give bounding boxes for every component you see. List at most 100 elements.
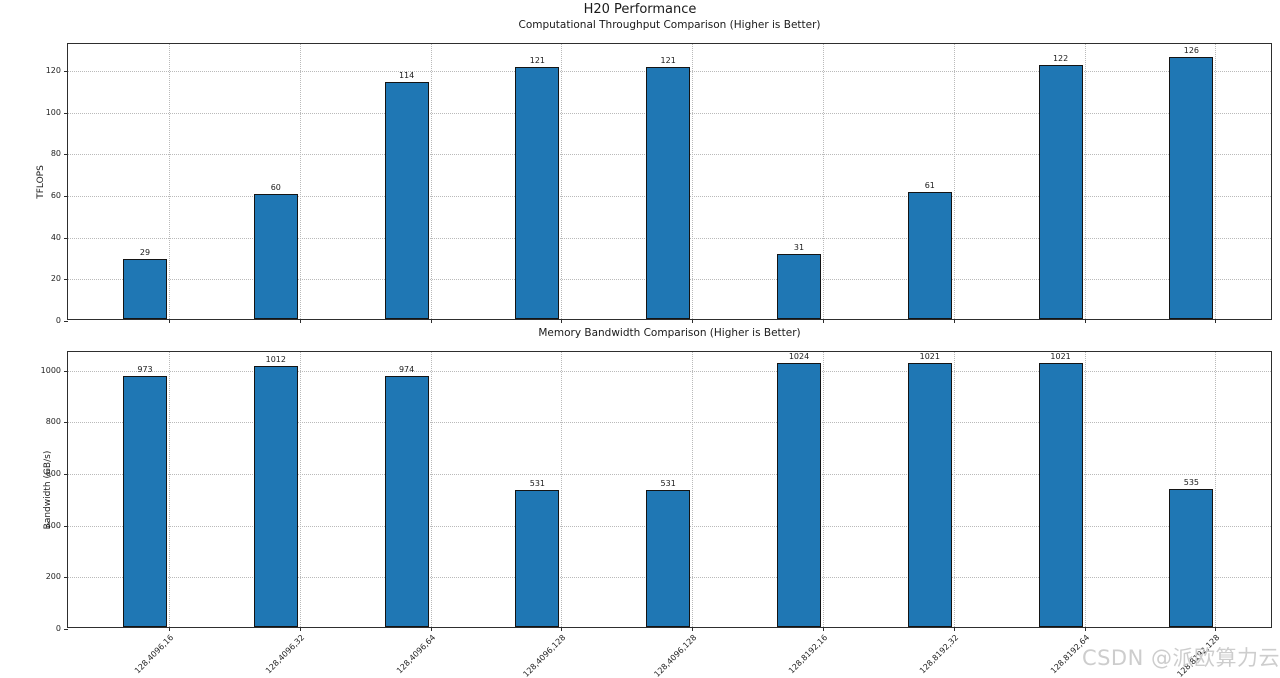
bar [515,67,560,319]
gridline-vertical [823,352,824,627]
y-tick-mark [64,112,68,114]
x-tick-mark [1084,319,1086,323]
x-tick-mark [823,319,824,323]
gridline-vertical [169,352,170,627]
y-tick-mark [64,422,68,424]
bar [1038,363,1083,627]
y-tick-label: 600 [45,469,61,479]
throughput-chart-title: Computational Throughput Comparison (Hig… [518,19,821,31]
y-tick-label: 80 [50,149,61,159]
bar [907,191,952,319]
y-tick-label: 1000 [40,365,61,375]
x-tick-label-text: 128,4096,64 [394,633,437,676]
throughput-y-axis-label: TFLOPS [36,165,46,199]
bar [253,194,298,319]
y-tick-mark [64,279,68,281]
bar [1169,488,1214,627]
y-tick-label: 100 [45,107,61,117]
y-tick-mark [64,577,68,579]
bar-value-label: 121 [529,56,546,65]
figure-title: H20 Performance [583,2,697,17]
gridline-vertical [823,44,824,319]
x-tick-label-text: 128,8192,16 [787,633,830,676]
bar-value-label: 126 [1183,45,1200,55]
x-tick-mark [692,319,694,323]
x-tick-mark [430,627,432,631]
y-tick-label: 40 [50,232,61,242]
gridline-vertical [1084,352,1086,627]
y-tick-mark [64,629,68,630]
bar-value-label: 1024 [788,351,810,361]
y-tick-label: 120 [45,66,61,76]
bar-value-label: 973 [137,364,153,374]
x-tick-label-text: 128,4096,16 [133,633,176,676]
bar [384,81,429,319]
bar-value-label: 1012 [265,354,286,364]
bar [646,67,691,319]
y-tick-mark [64,196,68,198]
y-tick-label: 400 [45,520,61,530]
bar-value-label: 974 [398,364,415,374]
bandwidth-chart-title: Memory Bandwidth Comparison (Higher is B… [538,327,801,339]
x-tick-mark [299,627,301,631]
gridline-horizontal [68,370,1271,372]
y-tick-label: 20 [50,274,61,284]
x-tick-mark [169,319,170,323]
bar [515,489,560,627]
x-tick-mark [561,319,563,323]
gridline-vertical [430,352,432,627]
x-tick-mark [823,627,824,631]
bar [123,258,167,319]
gridline-vertical [953,44,955,319]
y-tick-label: 0 [55,316,61,325]
bar [777,362,821,627]
bar [907,363,952,627]
gridline-vertical [299,352,301,627]
y-tick-mark [64,71,68,73]
bar-value-label: 29 [139,247,151,257]
gridline-vertical [692,352,694,627]
bar [646,489,691,627]
gridline-vertical [953,352,955,627]
bar-value-label: 121 [660,56,676,65]
x-tick-label-text: 128,4096,128 [521,633,568,678]
gridline-vertical [430,44,432,319]
bar-value-label: 31 [793,243,805,253]
bar [123,375,167,627]
x-tick-mark [1215,319,1217,323]
gridline-horizontal [68,474,1271,476]
bandwidth-y-axis-label: Bandwidth (GB/s) [43,450,53,530]
y-tick-label: 0 [55,624,61,633]
bar-value-label: 122 [1052,53,1069,63]
watermark: CSDN @派欧算力云 [1081,646,1280,670]
x-tick-mark [299,319,301,323]
bar-value-label: 60 [270,183,281,193]
x-tick-mark [430,319,432,323]
y-tick-mark [64,370,68,372]
y-tick-mark [64,237,68,239]
gridline-vertical [169,44,170,319]
x-tick-mark [561,627,563,631]
bar [1038,64,1083,319]
x-tick-label-text: 128,8192,32 [917,633,961,676]
y-tick-label: 800 [45,417,61,427]
throughput-chart-axes: 0 20 40 60 80 100 120 29 60 114 121 121 31 61 122 126 [46,43,1272,325]
x-tick-mark [1084,627,1086,631]
x-tick-mark [692,627,694,631]
y-tick-mark [64,154,68,156]
gridline-vertical [692,44,694,319]
gridline-vertical [299,44,301,319]
y-tick-label: 200 [45,572,61,582]
y-tick-mark [64,525,68,527]
x-tick-mark [953,319,955,323]
x-tick-label-text: 128,4096,32 [263,633,307,676]
bandwidth-chart-axes: 0 200 400 600 800 1000 973 128,4096,16 1012 128,4… [41,351,1272,678]
gridline-vertical [1084,44,1086,319]
x-tick-mark [169,627,170,631]
gridline-vertical [561,44,563,319]
x-tick-label-text: 128,4096,128 [652,633,699,678]
bar-value-label: 61 [924,180,935,190]
bar-value-label: 1021 [919,352,940,362]
bar [777,254,821,319]
